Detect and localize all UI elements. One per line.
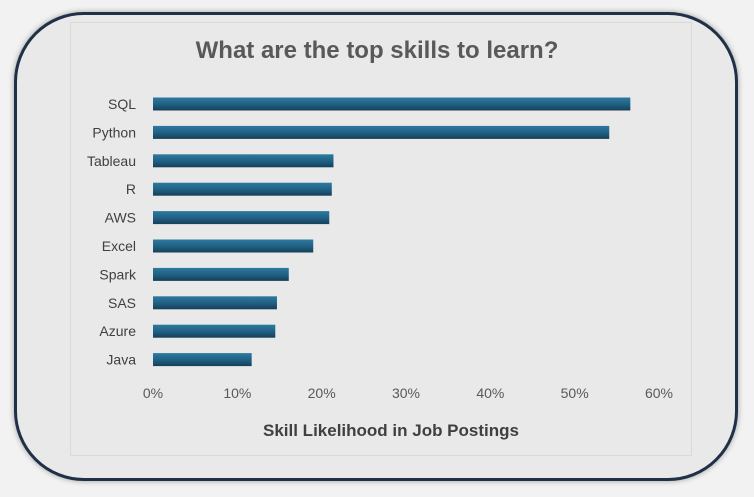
x-axis-label: Skill Likelihood in Job Postings — [263, 421, 519, 440]
category-label: Python — [92, 124, 136, 140]
category-label: SQL — [108, 96, 136, 112]
bar — [153, 296, 277, 310]
bar — [153, 182, 332, 196]
category-label: SAS — [108, 295, 136, 311]
category-label: Java — [106, 352, 136, 368]
x-tick-label: 40% — [476, 385, 504, 401]
x-tick-label: 60% — [645, 385, 673, 401]
bar — [153, 211, 330, 225]
bar — [153, 353, 252, 367]
chart-area — [70, 22, 692, 456]
bar — [153, 154, 334, 168]
bar — [153, 97, 631, 111]
chart-title: What are the top skills to learn? — [195, 37, 559, 64]
bar — [153, 239, 314, 253]
category-label: AWS — [105, 210, 136, 226]
category-label: Tableau — [87, 153, 136, 169]
category-label: Spark — [99, 266, 137, 282]
x-tick-label: 0% — [143, 385, 163, 401]
x-tick-label: 30% — [392, 385, 420, 401]
category-label: R — [126, 181, 136, 197]
x-tick-label: 50% — [561, 385, 589, 401]
category-label: Azure — [99, 323, 136, 339]
x-tick-label: 10% — [223, 385, 251, 401]
x-tick-label: 20% — [308, 385, 336, 401]
bar — [153, 125, 610, 139]
category-label: Excel — [102, 238, 136, 254]
bar — [153, 324, 276, 338]
bar — [153, 267, 289, 281]
